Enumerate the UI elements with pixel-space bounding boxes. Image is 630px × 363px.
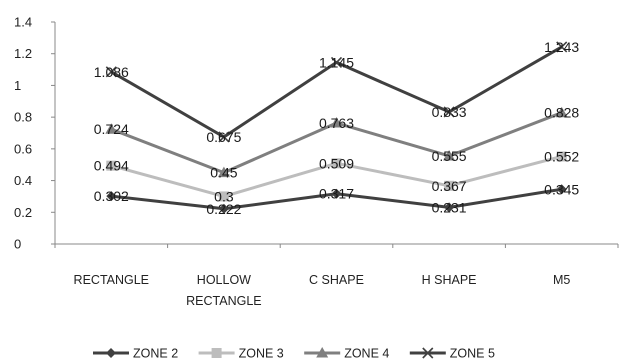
data-point [331,188,342,199]
y-tick-label: 1 [14,78,21,93]
series-zone-3 [106,151,567,202]
data-label: 0.494 [94,158,129,174]
data-point [105,66,117,78]
data-label: 0.3 [214,188,234,204]
data-label: 0.345 [544,181,579,197]
legend-marker [106,348,116,358]
data-point [556,184,567,195]
data-label: 0.222 [206,201,241,217]
y-tick-label: 0.2 [14,205,32,220]
y-axis: 0 0.2 0.4 0.6 0.8 1 1.2 1.4 [14,15,56,252]
y-tick-label: 0.4 [14,173,32,188]
x-category-label: HOLLOW [197,273,251,287]
x-category-label: H SHAPE [422,273,477,287]
y-tick-label: 1.2 [14,46,32,61]
y-tick-label: 0 [14,237,21,252]
data-label: 0.763 [319,115,354,131]
series-zone-4 [105,106,568,178]
x-category-label: M5 [553,273,570,287]
legend-marker [422,347,434,359]
x-category-label: C SHAPE [309,273,364,287]
legend-item: ZONE 3 [198,347,284,361]
data-label: 0.45 [210,165,237,181]
x-category-label: RECTANGLE [74,273,149,287]
data-label: 0.724 [94,121,129,137]
x-category-label: RECTANGLE [186,294,261,308]
data-label: 1.086 [94,64,129,80]
data-point [330,117,343,128]
legend-label: ZONE 2 [133,347,178,361]
data-point [218,131,230,143]
y-tick-label: 0.6 [14,141,32,156]
legend-label: ZONE 4 [344,347,389,361]
data-label: 0.317 [319,186,354,202]
data-point [444,180,455,191]
data-label: 0.552 [544,148,579,164]
series-zone-2 [106,184,567,214]
data-labels: 0.302 0.222 0.317 0.231 0.345 0.494 0.3 0.509 0.… [94,39,580,217]
data-label: 0.675 [206,129,241,145]
series-zone-5 [105,41,568,143]
data-point [556,151,567,162]
legend-label: ZONE 3 [239,347,284,361]
legend-item: ZONE 2 [93,347,178,361]
data-point [555,106,568,118]
data-label: 0.555 [432,148,467,164]
data-point [106,191,117,202]
data-label: 0.509 [319,155,354,171]
data-label: 0.367 [432,178,467,194]
data-point [331,158,342,169]
data-label: 0.302 [94,188,129,204]
data-point [443,106,455,118]
series-group [105,41,568,214]
legend-item: ZONE 4 [304,347,389,361]
legend: ZONE 2 ZONE 3 ZONE 4 ZONE 5 [93,347,495,361]
data-label: 0.231 [432,199,467,215]
data-point [217,166,230,178]
legend-marker [211,348,222,358]
data-point [443,149,456,161]
data-point [106,160,117,171]
data-point [444,202,455,213]
data-label: 1.145 [319,54,354,70]
data-label: 0.833 [432,104,467,120]
data-point [218,203,229,214]
data-point [330,56,343,69]
legend-item: ZONE 5 [409,347,495,361]
data-label: 1.243 [544,39,579,55]
legend-marker [316,347,329,358]
x-axis: RECTANGLE HOLLOW RECTANGLE C SHAPE H SHAPE M5 [54,243,619,308]
data-point [556,41,568,53]
y-tick-label: 1.4 [14,15,32,30]
legend-label: ZONE 5 [450,347,495,361]
data-point [105,123,118,134]
data-label: 0.828 [544,105,579,121]
data-point [218,191,229,202]
y-tick-label: 0.8 [14,110,32,125]
